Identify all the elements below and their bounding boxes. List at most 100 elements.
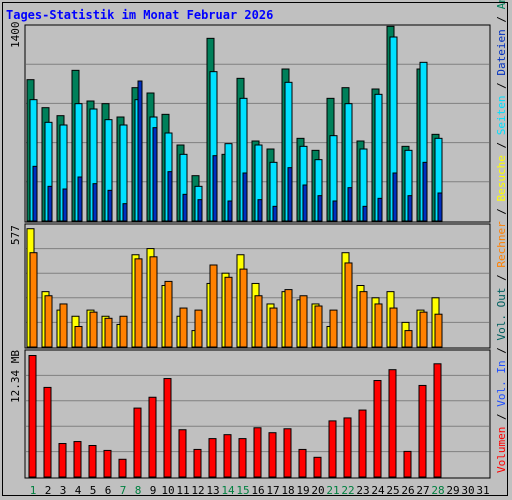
- bar-volumen-day-23: [358, 409, 367, 478]
- legend-vol-out: Vol. Out: [495, 288, 508, 341]
- bar-seiten-day-1: [32, 165, 38, 222]
- bar-volumen-day-11: [178, 429, 187, 478]
- bar-volumen-day-7: [118, 458, 127, 478]
- x-tick-label-day-15: 15: [236, 484, 249, 497]
- bar-seiten-day-16: [257, 199, 263, 222]
- x-tick-label-day-22: 22: [341, 484, 354, 497]
- bar-seiten-day-25: [392, 172, 398, 222]
- x-tick-label-day-10: 10: [161, 484, 174, 497]
- x-tick-label-day-5: 5: [90, 484, 97, 497]
- bar-volumen-day-16: [253, 427, 262, 478]
- x-tick-label-day-21: 21: [326, 484, 339, 497]
- bar-rechner-day-15: [239, 268, 248, 348]
- bar-rechner-day-25: [389, 307, 398, 348]
- legend-sep-3: /: [495, 268, 508, 288]
- bar-seiten-day-18: [287, 167, 293, 222]
- bar-rechner-day-4: [74, 326, 83, 348]
- bar-rechner-day-3: [59, 303, 68, 348]
- legend-volumen: Volumen: [495, 427, 508, 473]
- bar-rechner-day-9: [149, 256, 158, 348]
- x-tick-label-day-23: 23: [356, 484, 369, 497]
- bar-rechner-day-5: [89, 311, 98, 348]
- bottom-ytick-label: 12.34 MB: [9, 350, 22, 403]
- bar-rechner-day-13: [209, 264, 218, 348]
- bar-seiten-day-17: [272, 205, 278, 222]
- legend-vol-in: Vol. In: [495, 360, 508, 406]
- bar-volumen-day-25: [388, 369, 397, 478]
- bar-rechner-day-20: [314, 305, 323, 348]
- x-tick-label-day-24: 24: [371, 484, 385, 497]
- bar-seiten-day-3: [62, 188, 68, 222]
- x-tick-label-day-11: 11: [176, 484, 189, 497]
- bar-volumen-day-12: [193, 448, 202, 478]
- bar-volumen-day-24: [373, 380, 382, 478]
- x-tick-label-day-26: 26: [401, 484, 414, 497]
- bar-seiten-day-19: [302, 184, 308, 222]
- bar-volumen-day-20: [313, 456, 322, 478]
- x-tick-label-day-13: 13: [206, 484, 219, 497]
- bar-rechner-day-27: [419, 311, 428, 348]
- legend-sep-5: /: [495, 135, 508, 155]
- bar-volumen-day-17: [268, 432, 277, 478]
- bar-volumen-day-19: [298, 448, 307, 478]
- bar-rechner-day-17: [269, 307, 278, 348]
- bar-volumen-day-8: [133, 407, 142, 478]
- legend-sep-1: /: [495, 407, 508, 427]
- bar-volumen-day-5: [88, 444, 97, 478]
- legend-sep-2: /: [495, 341, 508, 361]
- top-ytick-label: 1400: [9, 22, 22, 49]
- bar-rechner-day-26: [404, 330, 413, 348]
- x-tick-label-day-9: 9: [150, 484, 157, 497]
- bar-rechner-day-22: [344, 262, 353, 348]
- bar-seiten-day-12: [197, 199, 203, 222]
- bar-seiten-day-5: [92, 183, 98, 222]
- x-tick-label-day-19: 19: [296, 484, 309, 497]
- x-tick-label-day-8: 8: [135, 484, 142, 497]
- bar-rechner-day-10: [164, 280, 173, 348]
- legend-sep-6: /: [495, 76, 508, 96]
- bar-rechner-day-19: [299, 295, 308, 348]
- bar-rechner-day-11: [179, 307, 188, 348]
- x-tick-label-day-14: 14: [221, 484, 235, 497]
- bar-volumen-day-21: [328, 420, 337, 478]
- legend-rechner: Rechner: [495, 221, 508, 268]
- bar-seiten-day-22: [347, 187, 353, 222]
- x-tick-label-day-29: 29: [446, 484, 459, 497]
- bar-rechner-day-21: [329, 309, 338, 348]
- x-tick-label-day-16: 16: [251, 484, 264, 497]
- bar-volumen-day-18: [283, 428, 292, 478]
- x-tick-label-day-12: 12: [191, 484, 204, 497]
- x-tick-label-day-2: 2: [45, 484, 52, 497]
- bar-rechner-day-16: [254, 295, 263, 348]
- legend-sep-7: /: [495, 9, 508, 29]
- bar-rechner-day-1: [29, 252, 38, 348]
- middle-ytick-label: 577: [9, 225, 22, 245]
- bar-seiten-day-24: [377, 197, 383, 222]
- bar-seiten-day-9: [152, 127, 158, 222]
- bar-seiten-day-4: [77, 176, 83, 222]
- bar-seiten-day-28: [437, 192, 443, 222]
- bar-volumen-day-22: [343, 417, 352, 478]
- bar-rechner-day-6: [104, 317, 113, 348]
- bar-volumen-day-27: [418, 384, 427, 478]
- legend-dateien: Dateien: [495, 29, 508, 75]
- bar-rechner-day-23: [359, 291, 368, 348]
- legend-vertical: Volumen / Vol. In / Vol. Out / Rechner /…: [495, 0, 508, 473]
- bar-seiten-day-10: [167, 171, 173, 222]
- bar-rechner-day-18: [284, 289, 293, 348]
- bar-seiten-day-26: [407, 195, 413, 222]
- bar-rechner-day-24: [374, 303, 383, 348]
- bar-volumen-day-10: [163, 378, 172, 478]
- x-tick-label-day-1: 1: [30, 484, 37, 497]
- bar-rechner-day-12: [194, 309, 203, 348]
- bar-seiten-day-8: [137, 80, 143, 222]
- x-tick-label-day-4: 4: [75, 484, 82, 497]
- bar-volumen-day-28: [433, 363, 442, 478]
- x-tick-label-day-30: 30: [461, 484, 474, 497]
- chart-title: Tages-Statistik im Monat Februar 2026: [6, 8, 274, 22]
- x-tick-label-day-25: 25: [386, 484, 399, 497]
- x-tick-label-day-28: 28: [431, 484, 444, 497]
- bar-volumen-day-3: [58, 443, 67, 478]
- x-tick-label-day-20: 20: [311, 484, 324, 497]
